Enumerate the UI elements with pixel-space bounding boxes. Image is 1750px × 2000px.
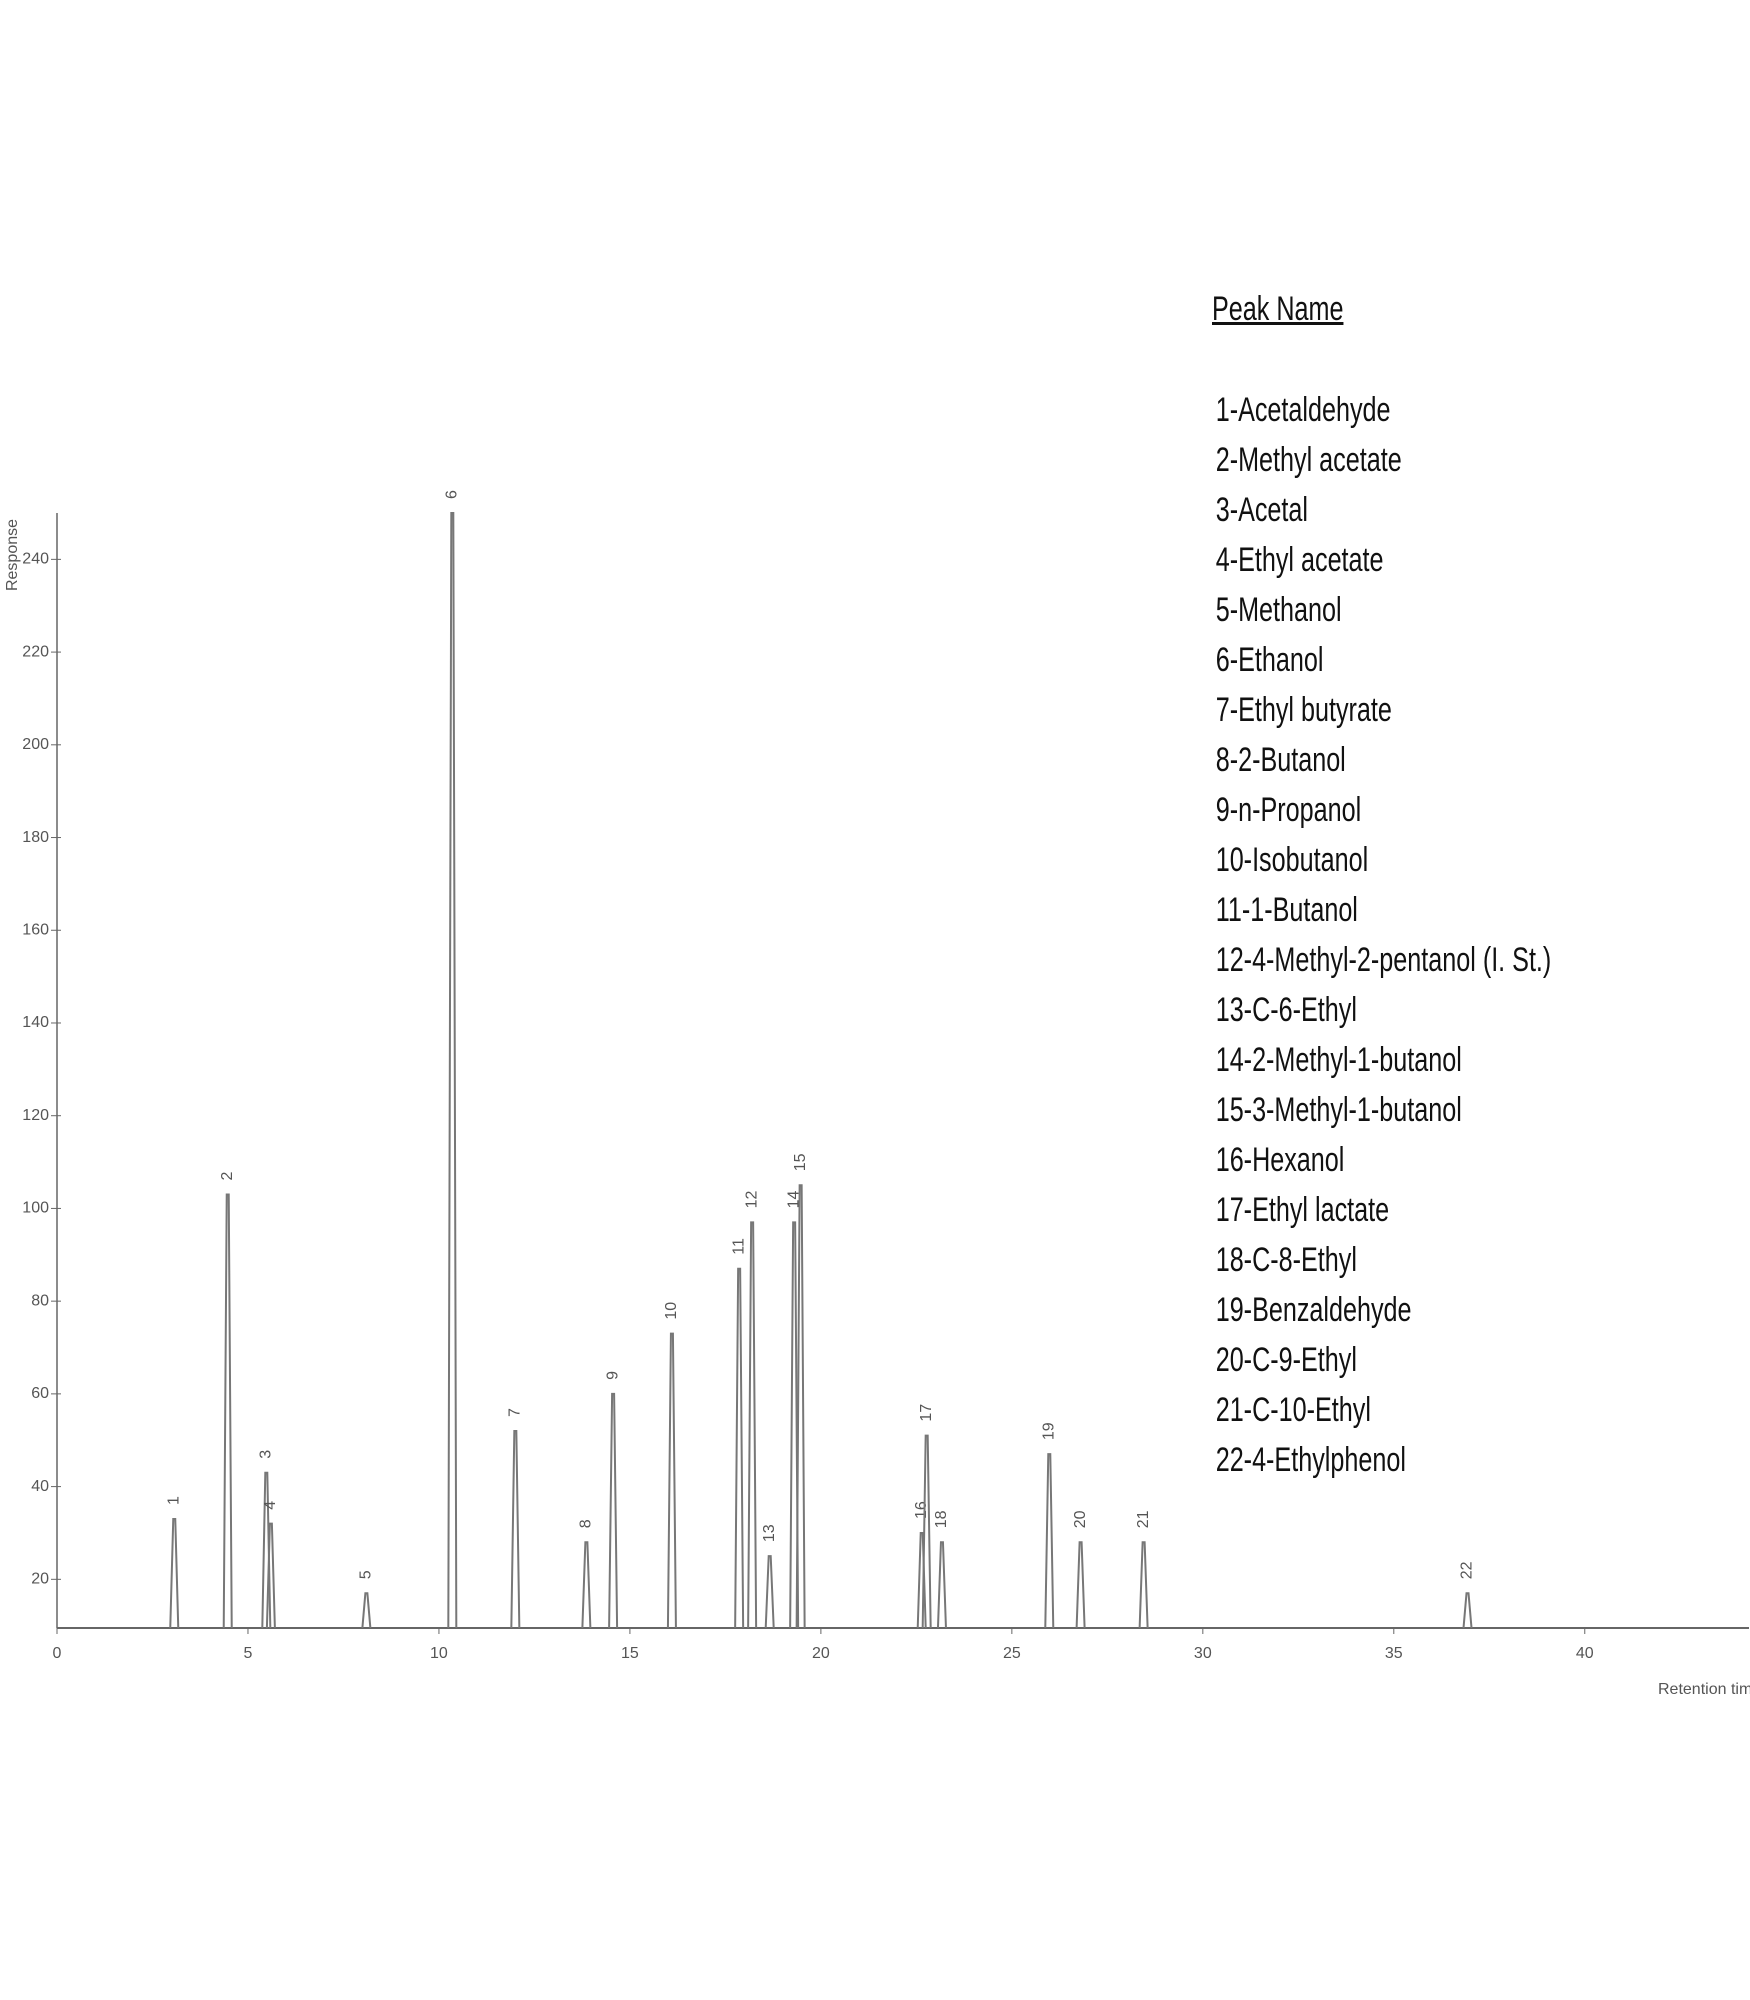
y-tick-label: 180	[22, 829, 49, 846]
peak-label: 4	[262, 1501, 279, 1510]
peak	[1138, 1541, 1149, 1629]
legend-item: 1-Acetaldehyde	[1215, 391, 1391, 429]
peak-label: 5	[358, 1570, 375, 1579]
peak-label: 15	[792, 1153, 809, 1171]
peak	[361, 1592, 372, 1629]
y-tick-label: 160	[22, 921, 49, 938]
legend-item: 15-3-Methyl-1-butanol	[1215, 1091, 1462, 1129]
peak-label: 19	[1041, 1422, 1058, 1440]
legend-item: 17-Ethyl lactate	[1215, 1191, 1390, 1229]
legend-item: 11-1-Butanol	[1215, 891, 1358, 929]
x-axis-label: Retention time	[1658, 1681, 1750, 1698]
peak	[510, 1429, 521, 1629]
peak-label: 12	[743, 1190, 760, 1208]
peak	[265, 1522, 276, 1629]
legend-item: 8-2-Butanol	[1215, 741, 1346, 779]
peak	[666, 1332, 677, 1629]
peak	[936, 1541, 947, 1629]
peak-label: 16	[913, 1501, 930, 1519]
legend-title: Peak Name	[1212, 290, 1344, 328]
y-axis-label: Response	[4, 519, 21, 591]
peak-label: 11	[730, 1238, 747, 1255]
y-tick-label: 100	[22, 1200, 49, 1217]
legend-item: 19-Benzaldehyde	[1215, 1291, 1412, 1329]
peak	[921, 1434, 932, 1629]
legend-item: 21-C-10-Ethyl	[1215, 1391, 1371, 1429]
y-tick-label: 220	[22, 643, 49, 660]
peak-label: 3	[258, 1450, 275, 1459]
peak-label: 2	[219, 1172, 236, 1181]
legend-item: 3-Acetal	[1215, 491, 1309, 529]
peak-label: 6	[444, 490, 461, 499]
peak-label: 18	[933, 1510, 950, 1528]
peak-label: 13	[761, 1524, 778, 1542]
x-tick-label: 35	[1385, 1645, 1403, 1662]
y-tick-label: 40	[31, 1478, 49, 1495]
peak-label: 10	[663, 1302, 680, 1320]
legend-item: 4-Ethyl acetate	[1215, 541, 1384, 579]
x-tick-label: 40	[1576, 1645, 1594, 1662]
peak	[608, 1392, 619, 1629]
y-tick-label: 20	[31, 1571, 49, 1588]
legend-item: 16-Hexanol	[1215, 1141, 1345, 1179]
peak-label: 1	[165, 1496, 182, 1505]
peak	[795, 1184, 806, 1629]
legend-item: 14-2-Methyl-1-butanol	[1215, 1041, 1462, 1079]
legend-item: 7-Ethyl butyrate	[1215, 691, 1392, 729]
peak-label: 8	[578, 1519, 595, 1528]
legend-item: 6-Ethanol	[1215, 641, 1324, 679]
peak	[734, 1267, 745, 1629]
legend: Peak Name 1-Acetaldehyde 2-Methyl acetate…	[1212, 290, 1551, 1485]
peak-label: 17	[918, 1404, 935, 1422]
legend-item: 5-Methanol	[1215, 591, 1342, 629]
x-tick-label: 30	[1194, 1645, 1212, 1662]
x-tick-label: 25	[1003, 1645, 1021, 1662]
x-tick-label: 20	[812, 1645, 830, 1662]
y-tick-label: 200	[22, 736, 49, 753]
y-tick-label: 240	[22, 551, 49, 568]
peak	[1044, 1453, 1055, 1629]
peak	[764, 1555, 775, 1629]
peak	[581, 1541, 592, 1629]
legend-item: 2-Methyl acetate	[1215, 441, 1402, 479]
peak-label: 20	[1072, 1510, 1089, 1528]
legend-item: 12-4-Methyl-2-pentanol (I. St.)	[1215, 941, 1552, 979]
peak-label: 7	[507, 1408, 524, 1417]
y-tick-label: 120	[22, 1107, 49, 1124]
legend-items: 1-Acetaldehyde 2-Methyl acetate 3-Acetal 4-…	[1212, 385, 1552, 1485]
peak-label: 9	[604, 1371, 621, 1380]
legend-item: 20-C-9-Ethyl	[1215, 1341, 1357, 1379]
peak	[222, 1193, 233, 1629]
y-tick-label: 80	[31, 1292, 49, 1309]
peak	[447, 512, 458, 1629]
peak-label: 21	[1135, 1510, 1152, 1528]
legend-item: 9-n-Propanol	[1215, 791, 1362, 829]
peak	[1075, 1541, 1086, 1629]
x-tick-label: 15	[621, 1645, 639, 1662]
x-tick-label: 10	[430, 1645, 448, 1662]
legend-item: 13-C-6-Ethyl	[1215, 991, 1357, 1029]
y-tick-label: 140	[22, 1014, 49, 1031]
legend-item: 18-C-8-Ethyl	[1215, 1241, 1357, 1279]
peak	[789, 1221, 800, 1629]
x-tick-label: 5	[244, 1645, 253, 1662]
peak	[169, 1518, 180, 1629]
y-tick-label: 60	[31, 1385, 49, 1402]
peak	[747, 1221, 758, 1629]
legend-item: 10-Isobutanol	[1215, 841, 1369, 879]
x-tick-label: 0	[53, 1645, 62, 1662]
peak-label: 22	[1459, 1561, 1476, 1579]
legend-item: 22-4-Ethylphenol	[1215, 1441, 1406, 1479]
peak-label: 14	[785, 1190, 802, 1208]
peak	[1462, 1592, 1473, 1629]
